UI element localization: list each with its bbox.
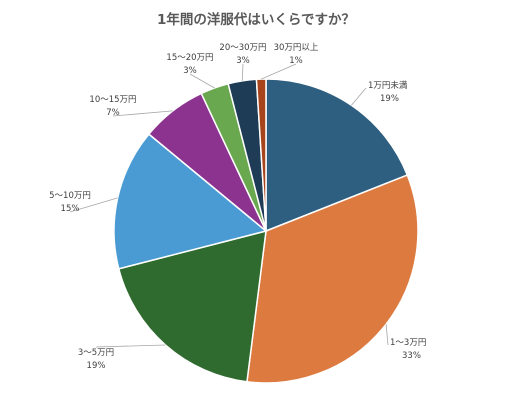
pie-slice: [246, 174, 419, 384]
leader-line: [385, 324, 389, 346]
leader-line: [69, 197, 118, 213]
slice-value-label: 19%: [87, 361, 106, 371]
slice-category-label: 1〜3万円: [390, 338, 426, 348]
slice-category-label: 30万円以上: [274, 43, 319, 53]
slice-category-label: 10〜15万円: [89, 95, 136, 105]
slice-category-label: 20〜30万円: [219, 43, 266, 53]
leader-line: [261, 63, 297, 80]
labels-group: 1万円未満 19% 1〜3万円 33% 3〜5万円 19% 5〜10万円 15% 10〜15万円…: [49, 43, 426, 371]
slice-value-label: 19%: [380, 94, 399, 104]
slice-value-label: 1%: [289, 56, 303, 66]
slice-category-label: 3〜5万円: [78, 348, 114, 358]
leader-line: [112, 110, 173, 117]
slice-value-label: 3%: [236, 56, 250, 66]
slice-category-label: 5〜10万円: [49, 191, 91, 201]
slices-group: [113, 78, 419, 384]
slice-value-label: 3%: [183, 66, 197, 76]
leader-line: [95, 344, 166, 348]
pie-slice: [265, 78, 409, 233]
slice-value-label: 7%: [106, 108, 120, 118]
chart-title: 1年間の洋服代はいくらですか？: [157, 12, 355, 28]
leader-line: [189, 73, 215, 89]
leader-line: [351, 87, 367, 106]
leader-lines-group: [69, 63, 389, 348]
slice-category-label: 1万円未満: [368, 80, 408, 91]
leader-line: [241, 63, 244, 81]
slice-category-label: 15〜20万円: [166, 53, 213, 63]
slice-value-label: 33%: [402, 351, 421, 361]
slice-value-label: 15%: [61, 204, 80, 214]
